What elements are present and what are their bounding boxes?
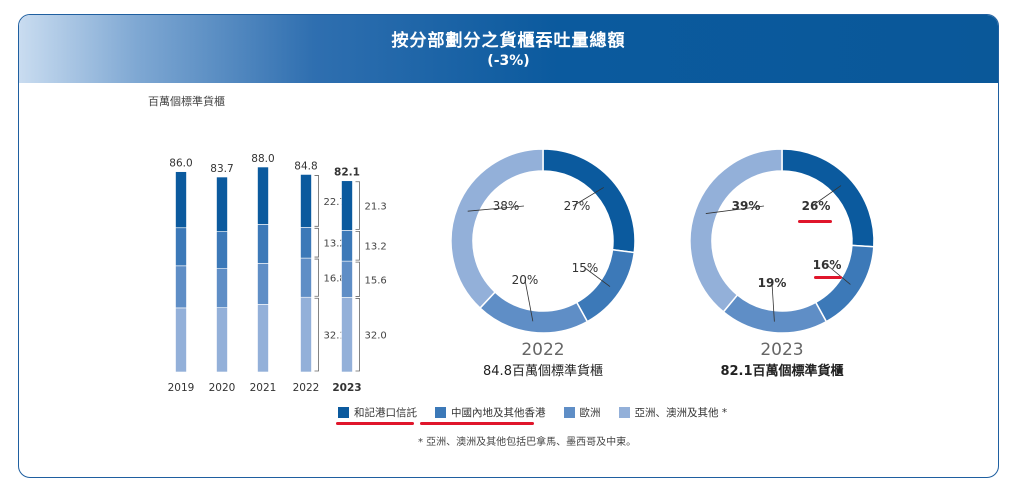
- bar-segment: [175, 171, 187, 229]
- legend-swatch: [435, 407, 446, 418]
- segment-bracket: [355, 298, 360, 372]
- leader-line: [811, 185, 842, 207]
- footnote: * 亞洲、澳洲及其他包括巴拿馬、墨西哥及中東。: [418, 437, 637, 448]
- bar-total-label: 82.1: [334, 167, 360, 179]
- bar-segment: [341, 180, 353, 231]
- donut-slice: [689, 148, 783, 313]
- chart-title: 按分部劃分之貨櫃吞吐量總額: [391, 31, 626, 51]
- bar-total-label: 88.0: [251, 153, 274, 165]
- x-tick-label: 2022: [293, 382, 320, 394]
- bar-segment: [216, 307, 228, 373]
- bar-segment: [257, 166, 269, 225]
- bar-segment: [257, 304, 269, 373]
- bar-segment: [175, 307, 187, 373]
- bar-segment: [216, 176, 228, 232]
- legend-item: 中國內地及其他香港: [435, 405, 546, 420]
- segment-bracket: [355, 261, 360, 297]
- x-tick-label: 2023: [332, 382, 361, 394]
- slice-label: 27%: [564, 199, 591, 213]
- slice-label: 26%: [802, 199, 831, 213]
- segment-value-label: 32.0: [365, 331, 387, 342]
- slice-label: 19%: [758, 276, 787, 290]
- leader-line: [771, 282, 775, 322]
- donut-year-label: 2023: [760, 340, 803, 360]
- x-tick-label: 2020: [209, 382, 236, 394]
- legend-item: 和記港口信託: [338, 405, 417, 420]
- segment-bracket: [355, 230, 360, 261]
- bar-segment: [341, 230, 353, 262]
- bar-segment: [300, 174, 312, 228]
- segment-value-label: 22.7: [324, 197, 346, 208]
- x-tick-label: 2019: [168, 382, 195, 394]
- slice-label: 39%: [732, 199, 761, 213]
- legend-swatch: [618, 407, 630, 418]
- donut-slice: [722, 293, 828, 334]
- legend-swatch: [563, 407, 575, 418]
- segment-bracket: [314, 297, 319, 372]
- bar-segment: [175, 265, 187, 309]
- segment-value-label: 21.3: [365, 202, 387, 213]
- highlight-underline: [814, 276, 842, 279]
- leader-line: [524, 279, 534, 322]
- segment-value-label: 13.2: [324, 239, 346, 250]
- bar-segment: [341, 260, 353, 298]
- legend-label: 中國內地及其他香港: [451, 407, 546, 419]
- legend-label: 歐洲: [579, 407, 601, 419]
- bar-segment: [257, 224, 269, 264]
- leader-line: [572, 187, 604, 207]
- leader-line: [705, 205, 765, 214]
- legend-item: 亞洲、澳洲及其他 *: [618, 405, 728, 420]
- slice-label: 38%: [493, 199, 520, 213]
- slice-label: 20%: [512, 273, 539, 287]
- bar-segment: [300, 296, 312, 373]
- chart-panel: 按分部劃分之貨櫃吞吐量總額 (-3%): [18, 14, 999, 478]
- bar-segment: [175, 227, 187, 267]
- bar-segment: [216, 268, 228, 308]
- segment-value-label: 16.8: [324, 274, 346, 285]
- slice-label: 16%: [813, 258, 842, 272]
- x-tick-label: 2021: [250, 382, 277, 394]
- segment-value-label: 32.1: [324, 331, 346, 342]
- leader-line: [826, 264, 851, 285]
- donut-slice: [450, 148, 544, 310]
- legend-item: 歐洲: [563, 405, 601, 420]
- donut-caption: 82.1百萬個標準貨櫃: [720, 363, 843, 379]
- segment-bracket: [314, 175, 319, 227]
- donut-year-label: 2022: [521, 340, 564, 360]
- donut-slice: [814, 244, 875, 323]
- title-banner: 按分部劃分之貨櫃吞吐量總額 (-3%): [19, 15, 998, 83]
- segment-value-label: 13.2: [365, 242, 387, 253]
- highlight-underline: [336, 422, 414, 425]
- highlight-underline: [420, 422, 534, 425]
- donut-caption: 84.8百萬個標準貨櫃: [483, 363, 603, 379]
- bar-segment: [300, 227, 312, 259]
- bar-segment: [216, 231, 228, 269]
- highlight-underline: [798, 220, 832, 223]
- bar-segment: [300, 257, 312, 298]
- slice-label: 15%: [572, 261, 599, 275]
- segment-bracket: [314, 227, 319, 258]
- leader-line: [467, 205, 525, 212]
- donut-slice: [478, 290, 589, 334]
- legend: 和記港口信託 中國內地及其他香港 歐洲 亞洲、澳洲及其他 *: [338, 405, 727, 420]
- donut-slice: [781, 148, 875, 248]
- bar-segment: [257, 263, 269, 305]
- segment-bracket: [355, 181, 360, 230]
- unit-label: 百萬個標準貨櫃: [148, 95, 225, 108]
- leader-line: [584, 267, 611, 287]
- bar-total-label: 83.7: [210, 163, 233, 175]
- legend-label: 和記港口信託: [354, 407, 417, 419]
- chart-subtitle: (-3%): [487, 53, 530, 69]
- bar-total-label: 84.8: [294, 160, 317, 172]
- legend-label: 亞洲、澳洲及其他 *: [634, 407, 728, 419]
- segment-bracket: [314, 258, 319, 297]
- legend-swatch: [338, 407, 349, 418]
- bar-total-label: 86.0: [169, 158, 192, 170]
- segment-value-label: 15.6: [365, 275, 387, 286]
- bar-segment: [341, 297, 353, 373]
